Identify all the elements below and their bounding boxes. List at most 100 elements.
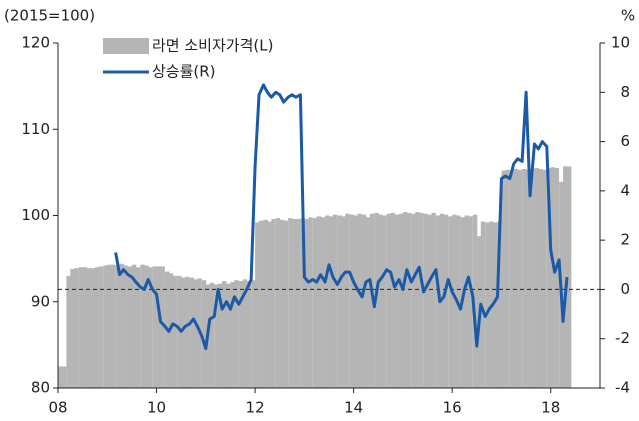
bar <box>189 277 194 388</box>
bar <box>362 214 367 388</box>
bar <box>443 214 449 388</box>
bar <box>292 218 297 388</box>
bar <box>98 266 104 388</box>
bar <box>382 215 387 388</box>
bar <box>435 215 441 388</box>
bar <box>140 264 145 388</box>
bar <box>349 214 355 388</box>
bar <box>480 221 486 388</box>
y-axis-label: (2015=100) <box>4 7 95 25</box>
bar <box>509 170 515 388</box>
bar <box>131 264 137 388</box>
bar <box>160 266 165 388</box>
bar <box>448 216 453 388</box>
y2-tick-label: 8 <box>620 83 630 101</box>
bar <box>316 216 322 388</box>
bar <box>263 219 268 388</box>
bar <box>485 222 490 388</box>
bar <box>107 264 112 388</box>
bar <box>320 217 326 388</box>
bar <box>308 217 313 388</box>
bar <box>566 166 572 388</box>
bar <box>74 268 79 388</box>
bar <box>365 217 371 388</box>
bar <box>386 213 392 388</box>
bar <box>402 212 408 388</box>
bar <box>332 214 338 388</box>
y2-tick-label: 4 <box>620 181 630 199</box>
bar <box>423 213 429 388</box>
bar <box>148 267 153 388</box>
bar <box>378 214 383 388</box>
y2-tick-label: -4 <box>615 379 630 397</box>
bar <box>185 276 190 388</box>
bar <box>329 216 334 388</box>
bar <box>242 279 248 388</box>
bar <box>209 282 215 388</box>
bar <box>411 213 416 388</box>
bar <box>230 281 235 388</box>
bar <box>546 168 552 388</box>
bar <box>267 221 272 388</box>
y-tick-label: 110 <box>21 120 50 138</box>
bar <box>214 284 219 388</box>
bar <box>172 275 178 388</box>
bar <box>177 275 182 388</box>
bar <box>542 169 547 388</box>
bar <box>517 169 523 388</box>
bar <box>283 220 289 388</box>
x-tick-label: 14 <box>344 399 363 417</box>
bar <box>394 214 399 388</box>
y2-tick-label: -2 <box>615 329 630 347</box>
x-tick-label: 16 <box>443 399 462 417</box>
bar <box>337 215 342 388</box>
line <box>114 83 569 351</box>
y2-tick-label: 10 <box>611 34 630 52</box>
legend-label: 상승률(R) <box>152 63 216 81</box>
y2-tick-label: 0 <box>620 280 630 298</box>
bar <box>193 279 198 388</box>
bar <box>493 222 498 388</box>
bar <box>295 218 301 388</box>
bar <box>91 268 96 388</box>
bar <box>218 283 223 388</box>
y-tick-label: 120 <box>21 34 50 52</box>
bar <box>513 168 519 388</box>
x-tick-label: 12 <box>246 399 265 417</box>
bar <box>497 221 502 388</box>
bar <box>222 281 227 388</box>
bar <box>452 214 457 388</box>
bar <box>353 215 359 388</box>
y2-tick-label: 6 <box>620 132 630 150</box>
bar <box>168 273 174 388</box>
bar <box>152 266 158 388</box>
bar <box>472 214 478 388</box>
legend-swatch <box>103 38 149 54</box>
bar <box>181 277 186 388</box>
bar <box>123 265 128 388</box>
bar <box>390 212 395 388</box>
bar <box>538 168 543 388</box>
bar <box>300 218 305 388</box>
bar <box>61 366 67 388</box>
x-tick-label: 10 <box>147 399 166 417</box>
bar <box>70 268 75 388</box>
x-tick-label: 08 <box>48 399 67 417</box>
bar <box>398 213 404 388</box>
bar <box>275 218 281 388</box>
bar <box>279 219 285 388</box>
bar <box>522 168 527 388</box>
bar <box>550 167 556 388</box>
bar <box>415 212 420 388</box>
bar <box>341 216 346 388</box>
bar <box>144 265 149 388</box>
bar <box>554 168 560 388</box>
bar <box>78 267 84 388</box>
bar <box>345 213 350 388</box>
bar <box>530 168 535 388</box>
bar <box>419 212 424 388</box>
bar <box>115 265 121 388</box>
bar <box>201 280 207 388</box>
bar <box>119 263 124 388</box>
